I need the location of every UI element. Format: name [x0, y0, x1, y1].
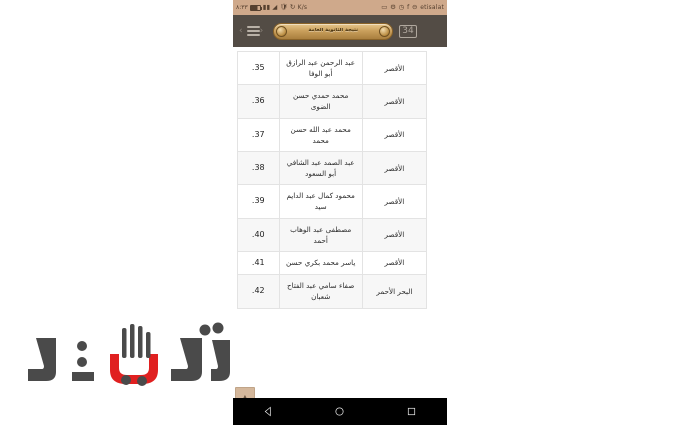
forward-chevron-icon[interactable]: ›: [259, 26, 264, 36]
cell-name: محمود كمال عبد الدايم سيد: [278, 184, 363, 219]
cell-governorate: الأقصر: [361, 150, 428, 186]
cell-name: مصطفى عبد الوهاب أحمد: [278, 217, 363, 252]
cell-governorate: الأقصر: [361, 184, 428, 219]
square-recents-icon: [407, 407, 415, 416]
cell-number: .42: [237, 274, 280, 309]
cell-governorate: الأقصر: [361, 117, 428, 152]
address-bar-left-knob: [276, 25, 288, 37]
web-page-content: الأقصر عبد الرحمن عبد الرازق أبو الوفا .…: [233, 47, 447, 425]
gear-icon: ⚙: [390, 3, 397, 12]
tab-counter[interactable]: 34: [399, 24, 417, 38]
nav-recents-button[interactable]: [396, 406, 426, 417]
cell-governorate: الأقصر: [361, 217, 428, 252]
cell-number: .35: [237, 50, 280, 86]
triangle-back-icon: [264, 406, 271, 417]
table-row[interactable]: الأقصر محمد حمدي حسن الضوى .36: [237, 84, 428, 119]
cell-number: .40: [237, 217, 280, 252]
cell-governorate: الأقصر: [361, 50, 428, 86]
android-nav-bar: [233, 398, 447, 425]
cell-name: صفاء سامي عبد الفتاح شعبان: [278, 274, 363, 309]
cell-name: ياسر محمد بكري حسن: [278, 250, 363, 276]
battery-icon: [249, 4, 262, 11]
hamburger-icon[interactable]: [246, 26, 260, 36]
cell-governorate: البحر الأحمر: [361, 274, 428, 309]
cell-name: محمد حمدي حسن الضوى: [278, 84, 363, 119]
network-speed: K/s: [297, 4, 308, 11]
cell-number: .41: [237, 250, 280, 276]
shield-icon: 🛡: [279, 3, 288, 12]
chevron-up-icon: ▲: [241, 392, 249, 402]
table-row[interactable]: الأقصر مصطفى عبد الوهاب أحمد .40: [237, 217, 428, 252]
status-bar-left: ٨:٣٣ ▮▮ ◢ 🛡 ↻ K/s: [236, 4, 307, 11]
table-row[interactable]: الأقصر عبد الرحمن عبد الرازق أبو الوفا .…: [237, 50, 428, 86]
cell-number: .39: [237, 184, 280, 219]
cell-number: .38: [237, 150, 280, 186]
table-row[interactable]: الأقصر ياسر محمد بكري حسن .41: [237, 250, 428, 276]
table-row[interactable]: الأقصر محمد عبد الله حسن محمد .37: [237, 117, 428, 152]
chevron-left-icon[interactable]: ‹: [239, 26, 243, 36]
cell-name: محمد عبد الله حسن محمد: [278, 117, 363, 152]
clock-icon: ◷: [398, 3, 405, 12]
nav-home-button[interactable]: [325, 406, 355, 417]
address-bar-right-knob: [379, 25, 391, 37]
address-bar-text: نتيجة الثانوية العامة: [308, 28, 359, 34]
wifi-icon: ◢: [272, 3, 278, 12]
browser-toolbar: ‹ › نتيجة الثانوية العامة 34: [233, 15, 447, 47]
cell-number: .37: [237, 117, 280, 152]
minus-icon: ⊖: [412, 3, 418, 12]
signal-icon: ▮▮: [262, 3, 271, 12]
table-row[interactable]: الأقصر عبد الصمد عبد الشافي أبو السعود .…: [237, 150, 428, 186]
address-bar[interactable]: نتيجة الثانوية العامة: [273, 22, 394, 40]
status-bar: ٨:٣٣ ▮▮ ◢ 🛡 ↻ K/s ▭ ⚙ ◷ f ⊖ etisalat: [233, 0, 447, 15]
results-table-wrapper: الأقصر عبد الرحمن عبد الرازق أبو الوفا .…: [237, 50, 428, 309]
results-table-body: الأقصر عبد الرحمن عبد الرازق أبو الوفا .…: [237, 50, 428, 309]
nav-back-button[interactable]: [254, 406, 284, 417]
results-table: الأقصر عبد الرحمن عبد الرازق أبو الوفا .…: [237, 50, 428, 309]
watermark-logo: [22, 318, 240, 400]
cell-number: .36: [237, 84, 280, 119]
table-row[interactable]: البحر الأحمر صفاء سامي عبد الفتاح شعبان …: [237, 274, 428, 309]
table-row[interactable]: الأقصر محمود كمال عبد الدايم سيد .39: [237, 184, 428, 219]
cell-name: عبد الرحمن عبد الرازق أبو الوفا: [278, 50, 363, 86]
sync-icon: ↻: [289, 3, 296, 12]
facebook-icon: f: [407, 3, 410, 12]
status-time: ٨:٣٣: [236, 4, 248, 11]
status-bar-right: ▭ ⚙ ◷ f ⊖ etisalat: [381, 4, 444, 11]
phone-screen: ٨:٣٣ ▮▮ ◢ 🛡 ↻ K/s ▭ ⚙ ◷ f ⊖ etisalat ‹ ›: [233, 0, 447, 425]
cell-name: عبد الصمد عبد الشافي أبو السعود: [278, 150, 363, 186]
sim-icon: ▭: [381, 3, 388, 12]
cell-governorate: الأقصر: [361, 84, 428, 119]
carrier-name: etisalat: [420, 4, 444, 11]
circle-home-icon: [335, 407, 345, 416]
cell-governorate: الأقصر: [361, 250, 428, 276]
